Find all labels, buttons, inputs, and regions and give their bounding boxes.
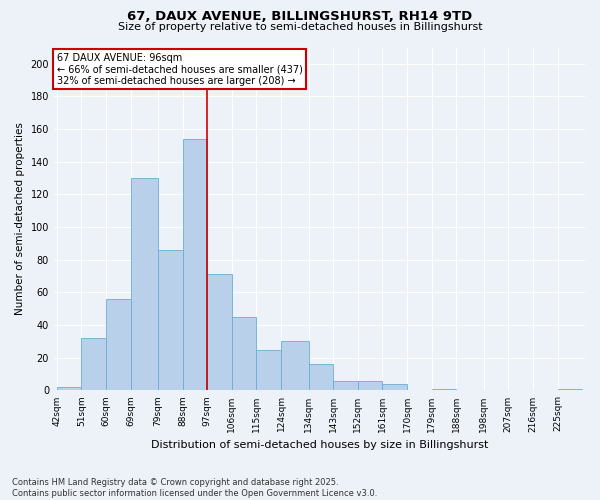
Bar <box>382 384 407 390</box>
X-axis label: Distribution of semi-detached houses by size in Billingshurst: Distribution of semi-detached houses by … <box>151 440 488 450</box>
Bar <box>182 139 207 390</box>
Bar <box>56 387 81 390</box>
Bar <box>358 380 382 390</box>
Bar <box>308 364 333 390</box>
Bar <box>256 350 281 391</box>
Bar <box>81 338 106 390</box>
Bar <box>333 380 358 390</box>
Bar <box>232 317 256 390</box>
Text: Contains HM Land Registry data © Crown copyright and database right 2025.
Contai: Contains HM Land Registry data © Crown c… <box>12 478 377 498</box>
Text: 67 DAUX AVENUE: 96sqm
← 66% of semi-detached houses are smaller (437)
32% of sem: 67 DAUX AVENUE: 96sqm ← 66% of semi-deta… <box>56 52 302 86</box>
Bar <box>207 274 232 390</box>
Bar <box>131 178 158 390</box>
Text: 67, DAUX AVENUE, BILLINGSHURST, RH14 9TD: 67, DAUX AVENUE, BILLINGSHURST, RH14 9TD <box>127 10 473 23</box>
Bar <box>158 250 182 390</box>
Bar <box>106 299 131 390</box>
Bar <box>431 389 457 390</box>
Bar <box>557 389 582 390</box>
Text: Size of property relative to semi-detached houses in Billingshurst: Size of property relative to semi-detach… <box>118 22 482 32</box>
Bar <box>281 342 308 390</box>
Y-axis label: Number of semi-detached properties: Number of semi-detached properties <box>15 122 25 316</box>
